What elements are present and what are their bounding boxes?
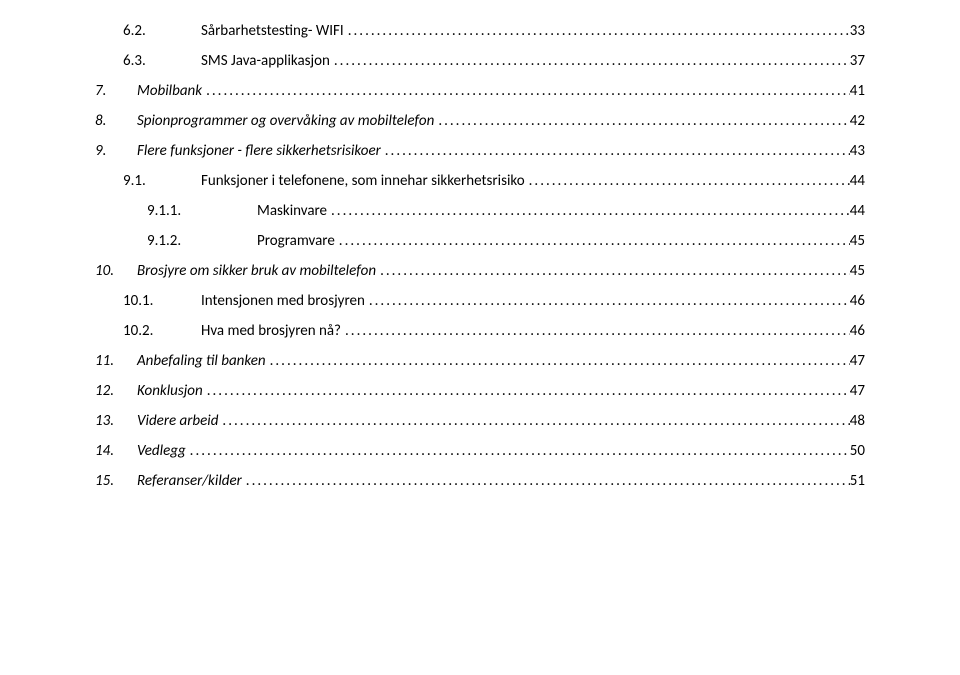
toc-entry: 9.Flere funksjoner - flere sikkerhetsris…	[95, 142, 865, 160]
toc-entry: 6.2.Sårbarhetstesting- WIFI 33	[95, 22, 865, 40]
toc-page-number: 42	[850, 112, 865, 130]
toc-entry: 15.Referanser/kilder 51	[95, 472, 865, 490]
toc-title: Hva med brosjyren nå?	[201, 322, 341, 340]
toc-title: Konklusjon	[137, 382, 203, 400]
toc-dot-leader	[266, 352, 850, 370]
toc-page-number: 44	[850, 202, 865, 220]
toc-entry: 9.1.Funksjoner i telefonene, som innehar…	[95, 172, 865, 190]
toc-page-number: 46	[850, 322, 865, 340]
toc-dot-leader	[525, 172, 850, 190]
toc-title: Brosjyre om sikker bruk av mobiltelefon	[137, 262, 376, 280]
toc-entry: 10.Brosjyre om sikker bruk av mobiltelef…	[95, 262, 865, 280]
toc-title: Programvare	[257, 232, 335, 250]
toc-page: 6.2.Sårbarhetstesting- WIFI 33 6.3.SMS Jav…	[0, 0, 960, 490]
toc-number: 9.1.	[95, 172, 201, 190]
toc-entry: 7.Mobilbank 41	[95, 82, 865, 100]
toc-page-number: 41	[850, 82, 865, 100]
toc-page-number: 51	[850, 472, 865, 490]
toc-title: SMS Java-applikasjon	[201, 52, 330, 70]
toc-title: Maskinvare	[257, 202, 327, 220]
toc-dot-leader	[327, 202, 850, 220]
toc-title: Flere funksjoner - flere sikkerhetsrisik…	[137, 142, 381, 160]
toc-dot-leader	[330, 52, 850, 70]
toc-page-number: 50	[850, 442, 865, 460]
toc-page-number: 47	[850, 382, 865, 400]
toc-title: Sårbarhetstesting- WIFI	[201, 22, 344, 40]
toc-dot-leader	[376, 262, 850, 280]
toc-entry: 12.Konklusjon 47	[95, 382, 865, 400]
toc-dot-leader	[186, 442, 850, 460]
toc-title: Mobilbank	[137, 82, 202, 100]
toc-title: Spionprogrammer og overvåking av mobilte…	[137, 112, 434, 130]
toc-number: 13.	[95, 412, 137, 430]
toc-title: Funksjoner i telefonene, som innehar sik…	[201, 172, 525, 190]
toc-title: Vedlegg	[137, 442, 186, 460]
toc-dot-leader	[434, 112, 849, 130]
toc-entry: 9.1.2.Programvare 45	[95, 232, 865, 250]
toc-page-number: 45	[850, 262, 865, 280]
toc-number: 8.	[95, 112, 137, 130]
toc-dot-leader	[381, 142, 850, 160]
toc-dot-leader	[218, 412, 849, 430]
toc-entry: 14.Vedlegg 50	[95, 442, 865, 460]
toc-number: 6.3.	[95, 52, 201, 70]
toc-number: 10.	[95, 262, 137, 280]
toc-page-number: 37	[850, 52, 865, 70]
toc-title: Videre arbeid	[137, 412, 218, 430]
toc-page-number: 48	[850, 412, 865, 430]
toc-number: 10.1.	[95, 292, 201, 310]
toc-page-number: 47	[850, 352, 865, 370]
toc-entry: 6.3.SMS Java-applikasjon 37	[95, 52, 865, 70]
toc-dot-leader	[242, 472, 850, 490]
toc-dot-leader	[202, 82, 850, 100]
toc-dot-leader	[365, 292, 850, 310]
toc-number: 6.2.	[95, 22, 201, 40]
toc-entry: 8.Spionprogrammer og overvåking av mobil…	[95, 112, 865, 130]
toc-page-number: 45	[850, 232, 865, 250]
toc-entry: 11.Anbefaling til banken 47	[95, 352, 865, 370]
toc-dot-leader	[203, 382, 850, 400]
toc-number: 14.	[95, 442, 137, 460]
toc-entry: 9.1.1.Maskinvare 44	[95, 202, 865, 220]
toc-page-number: 43	[850, 142, 865, 160]
toc-number: 15.	[95, 472, 137, 490]
toc-dot-leader	[344, 22, 850, 40]
toc-dot-leader	[341, 322, 850, 340]
toc-entry: 13.Videre arbeid 48	[95, 412, 865, 430]
toc-title: Referanser/kilder	[137, 472, 242, 490]
toc-number: 9.1.1.	[95, 202, 257, 220]
toc-number: 10.2.	[95, 322, 201, 340]
toc-number: 9.	[95, 142, 137, 160]
toc-page-number: 44	[850, 172, 865, 190]
toc-page-number: 33	[850, 22, 865, 40]
toc-page-number: 46	[850, 292, 865, 310]
toc-entry: 10.2.Hva med brosjyren nå? 46	[95, 322, 865, 340]
toc-number: 12.	[95, 382, 137, 400]
toc-entry: 10.1.Intensjonen med brosjyren 46	[95, 292, 865, 310]
toc-title: Intensjonen med brosjyren	[201, 292, 365, 310]
toc-number: 11.	[95, 352, 137, 370]
toc-title: Anbefaling til banken	[137, 352, 266, 370]
toc-dot-leader	[335, 232, 850, 250]
toc-number: 9.1.2.	[95, 232, 257, 250]
toc-number: 7.	[95, 82, 137, 100]
